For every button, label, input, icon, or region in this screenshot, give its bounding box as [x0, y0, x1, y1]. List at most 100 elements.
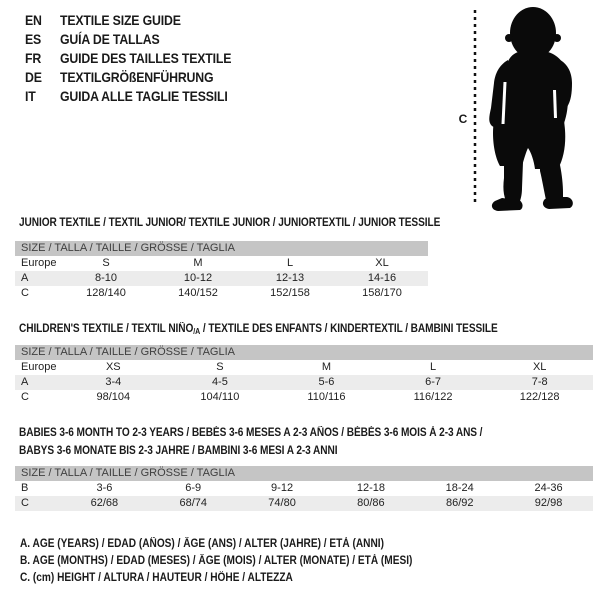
childrens-textile-section: CHILDREN'S TEXTILE / TEXTIL NIÑO/A / TEX…: [15, 320, 593, 405]
size-value-cell: 68/74: [179, 497, 207, 509]
size-value-cell: 122/128: [519, 391, 560, 403]
table-row: C 98/104 104/110 110/116 116/122 122/128: [15, 390, 593, 405]
language-label: GUÍA DE TALLAS: [60, 30, 160, 47]
size-value-cell: XL: [532, 361, 547, 373]
size-value-cell: 6-7: [425, 376, 442, 388]
row-label: A: [21, 376, 29, 388]
table-row: A 8-10 10-12 12-13 14-16: [15, 271, 428, 286]
footnote-text: B. AGE (MONTHS) / EDAD (MESES) / ÂGE (MO…: [20, 555, 413, 567]
size-value-cell: 86/92: [445, 497, 474, 509]
size-value-cell: 6-9: [185, 482, 202, 494]
size-header-bar: SIZE / TALLA / TAILLE / GRÖSSE / TAGLIA: [15, 241, 428, 256]
size-value-cell: 80/86: [357, 497, 385, 509]
size-value-cell: 12-13: [275, 272, 305, 284]
table-row: C 62/68 68/74 74/80 80/86 86/92 92/98: [15, 496, 593, 511]
table-row: C 128/140 140/152 152/158 158/170: [15, 286, 428, 301]
language-code: FR: [25, 49, 42, 66]
row-label: Europe: [21, 257, 57, 269]
section-title: BABIES 3-6 MONTH TO 2-3 YEARS / BEBÉS 3-…: [15, 424, 593, 460]
table-row: B 3-6 6-9 9-12 12-18 18-24 24-36: [15, 481, 593, 496]
table-row: A 3-4 4-5 5-6 6-7 7-8: [15, 375, 593, 390]
size-value-cell: S: [102, 257, 110, 269]
footnote-line: C. (cm) HEIGHT / ALTURA / HAUTEUR / HÖHE…: [20, 570, 466, 587]
language-row: IT GUIDA ALLE TAGLIE TESSILI: [25, 86, 255, 105]
language-row: FR GUIDE DES TAILLES TEXTILE: [25, 48, 255, 67]
footnotes: A. AGE (YEARS) / EDAD (AÑOS) / ÂGE (ANS)…: [20, 536, 466, 587]
language-label: GUIDA ALLE TAGLIE TESSILI: [60, 87, 228, 104]
size-header-bar: SIZE / TALLA / TAILLE / GRÖSSE / TAGLIA: [15, 466, 593, 481]
section-title-line: BABIES 3-6 MONTH TO 2-3 YEARS / BEBÉS 3-…: [19, 427, 483, 439]
footnote-text: C. (cm) HEIGHT / ALTURA / HAUTEUR / HÖHE…: [20, 572, 293, 584]
language-header: EN TEXTILE SIZE GUIDE ES GUÍA DE TALLAS …: [25, 10, 255, 105]
row-label: A: [21, 272, 29, 284]
size-value-cell: 8-10: [94, 272, 118, 284]
size-value-cell: XS: [105, 361, 121, 373]
size-value-cell: L: [430, 361, 437, 373]
size-value-cell: 128/140: [86, 287, 126, 299]
size-value-cell: 5-6: [318, 376, 335, 388]
footnote-text: A. AGE (YEARS) / EDAD (AÑOS) / ÂGE (ANS)…: [20, 538, 384, 550]
size-value-cell: 4-5: [211, 376, 228, 388]
language-row: EN TEXTILE SIZE GUIDE: [25, 10, 255, 29]
size-value-cell: 18-24: [445, 482, 474, 494]
height-figure: C: [450, 0, 600, 215]
language-label: TEXTILGRÖßENFÜHRUNG: [60, 68, 214, 85]
language-code: EN: [25, 11, 42, 28]
size-table: SIZE / TALLA / TAILLE / GRÖSSE / TAGLIA …: [15, 241, 428, 301]
size-value-cell: M: [321, 361, 332, 373]
size-value-cell: 152/158: [270, 287, 310, 299]
size-header-bar: SIZE / TALLA / TAILLE / GRÖSSE / TAGLIA: [15, 345, 593, 360]
size-header-label: SIZE / TALLA / TAILLE / GRÖSSE / TAGLIA: [21, 467, 235, 479]
size-value-cell: 7-8: [531, 376, 548, 388]
section-title: CHILDREN'S TEXTILE / TEXTIL NIÑO/A / TEX…: [15, 320, 593, 338]
size-value-cell: M: [193, 257, 203, 269]
size-value-cell: 74/80: [268, 497, 296, 509]
size-value-cell: 3-4: [105, 376, 122, 388]
size-value-cell: 9-12: [271, 482, 294, 494]
size-value-cell: 10-12: [183, 272, 213, 284]
size-value-cell: 98/104: [96, 391, 131, 403]
table-rows: Europe XS S M L XL A 3-4 4-5 5-6 6-7 7-8 C 98/104 104/…: [15, 360, 593, 405]
size-value-cell: S: [216, 361, 224, 373]
row-label: C: [21, 497, 29, 509]
size-value-cell: 116/122: [413, 391, 453, 403]
size-header-label: SIZE / TALLA / TAILLE / GRÖSSE / TAGLIA: [21, 346, 235, 358]
size-value-cell: 92/98: [534, 497, 563, 509]
section-title-line: JUNIOR TEXTILE / TEXTIL JUNIOR/ TEXTILE …: [19, 217, 441, 229]
table-rows: B 3-6 6-9 9-12 12-18 18-24 24-36 C 62/68 68/74 74/…: [15, 481, 593, 511]
size-value-cell: L: [286, 257, 294, 269]
row-label: C: [21, 287, 29, 299]
size-value-cell: 14-16: [367, 272, 397, 284]
language-code: IT: [25, 87, 36, 104]
size-value-cell: 140/152: [178, 287, 218, 299]
section-title: JUNIOR TEXTILE / TEXTIL JUNIOR/ TEXTILE …: [15, 214, 441, 232]
language-code: DE: [25, 68, 42, 85]
size-value-cell: 12-18: [356, 482, 385, 494]
row-label: Europe: [21, 361, 57, 373]
size-header-label: SIZE / TALLA / TAILLE / GRÖSSE / TAGLIA: [21, 242, 235, 254]
size-value-cell: 3-6: [96, 482, 113, 494]
language-code: ES: [25, 30, 42, 47]
size-value-cell: 110/116: [307, 391, 346, 403]
size-value-cell: 158/170: [362, 287, 402, 299]
row-label: B: [21, 482, 29, 494]
footnote-line: A. AGE (YEARS) / EDAD (AÑOS) / ÂGE (ANS)…: [20, 536, 466, 553]
language-row: DE TEXTILGRÖßENFÜHRUNG: [25, 67, 255, 86]
size-value-cell: XL: [375, 257, 389, 269]
table-rows: Europe S M L XL A 8-10 10-12 12-13 14-16 C 128/140 1…: [15, 256, 428, 301]
row-label: C: [21, 391, 29, 403]
section-title-line: CHILDREN'S TEXTILE / TEXTIL NIÑO/A / TEX…: [19, 323, 498, 336]
size-value-cell: 104/110: [200, 391, 240, 403]
language-row: ES GUÍA DE TALLAS: [25, 29, 255, 48]
size-table: SIZE / TALLA / TAILLE / GRÖSSE / TAGLIA …: [15, 345, 593, 405]
size-value-cell: 24-36: [534, 482, 563, 494]
height-marker-label: C: [459, 112, 468, 126]
table-row: Europe XS S M L XL: [15, 360, 593, 375]
section-title-line: BABYS 3-6 MONATE BIS 2-3 JAHRE / BAMBINI…: [19, 445, 338, 457]
baby-silhouette: C: [459, 7, 573, 211]
language-label: GUIDE DES TAILLES TEXTILE: [60, 49, 232, 66]
babies-textile-section: BABIES 3-6 MONTH TO 2-3 YEARS / BEBÉS 3-…: [15, 424, 593, 511]
footnote-line: B. AGE (MONTHS) / EDAD (MESES) / ÂGE (MO…: [20, 553, 466, 570]
table-row: Europe S M L XL: [15, 256, 428, 271]
language-label: TEXTILE SIZE GUIDE: [60, 11, 181, 28]
